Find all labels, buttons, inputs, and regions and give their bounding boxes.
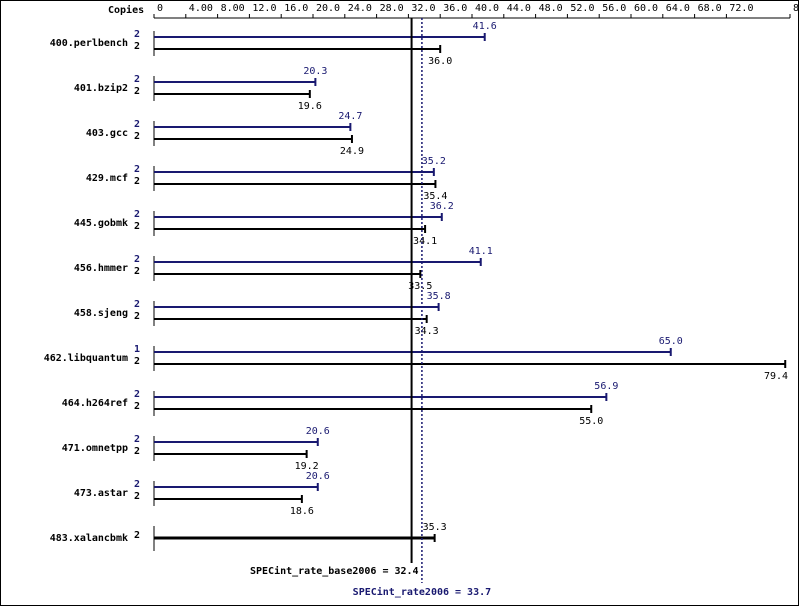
copies-label: 2: [134, 434, 140, 445]
copies-label: 2: [134, 221, 140, 232]
x-tick-label: 68.0: [698, 3, 722, 14]
value-label: 56.9: [594, 381, 618, 392]
x-tick-label: 20.0: [316, 3, 340, 14]
copies-label: 2: [134, 131, 140, 142]
category-label: 401.bzip2: [74, 82, 128, 94]
copies-header: Copies: [108, 4, 144, 16]
copies-label: 2: [134, 209, 140, 220]
reference-label: SPECint_rate_base2006 = 32.4: [250, 565, 419, 577]
copies-label: 2: [134, 176, 140, 187]
category-label: 473.astar: [74, 488, 128, 499]
category-label: 403.gcc: [86, 128, 128, 139]
x-tick-label: 8.00: [221, 3, 245, 14]
value-label: 24.7: [338, 111, 362, 122]
copies-label: 2: [134, 299, 140, 310]
value-label: 24.9: [340, 146, 364, 157]
value-label: 79.4: [764, 371, 788, 382]
category-label: 458.sjeng: [74, 307, 128, 319]
value-label: 65.0: [659, 336, 683, 347]
x-tick-label: 60.0: [634, 3, 658, 14]
x-tick-label: 56.0: [602, 3, 626, 14]
copies-label: 2: [134, 530, 140, 541]
x-tick-label: 24.0: [348, 3, 372, 14]
value-label: 35.3: [423, 522, 447, 533]
copies-label: 2: [134, 446, 140, 457]
category-label: 464.h264ref: [62, 398, 128, 409]
x-tick-label: 32.0: [411, 3, 435, 14]
copies-label: 2: [134, 389, 140, 400]
x-tick-label: 12.0: [252, 3, 276, 14]
copies-label: 2: [134, 29, 140, 40]
value-label: 41.1: [469, 246, 493, 257]
copies-label: 2: [134, 41, 140, 52]
copies-label: 2: [134, 401, 140, 412]
x-tick-label: 52.0: [570, 3, 594, 14]
x-tick-label: 4.00: [189, 3, 213, 14]
x-tick-label: 44.0: [507, 3, 531, 14]
value-label: 20.6: [306, 426, 330, 437]
value-label: 34.3: [415, 326, 439, 337]
value-label: 35.8: [427, 291, 451, 302]
copies-label: 2: [134, 356, 140, 367]
copies-label: 2: [134, 119, 140, 130]
value-label: 41.6: [473, 21, 497, 32]
copies-label: 2: [134, 479, 140, 490]
category-label: 462.libquantum: [44, 352, 128, 364]
value-label: 36.0: [428, 56, 452, 67]
x-tick-label: 16.0: [284, 3, 308, 14]
value-label: 20.6: [306, 471, 330, 482]
copies-label: 2: [134, 254, 140, 265]
value-label: 18.6: [290, 506, 314, 517]
value-label: 20.3: [303, 66, 327, 77]
copies-label: 1: [134, 344, 140, 355]
category-label: 483.xalancbmk: [50, 533, 128, 544]
category-label: 429.mcf: [86, 173, 128, 184]
category-label: 456.hmmer: [74, 263, 128, 274]
x-tick-label: 64.0: [666, 3, 690, 14]
x-tick-label: 36.0: [443, 3, 467, 14]
x-tick-label: 40.0: [475, 3, 499, 14]
copies-label: 2: [134, 311, 140, 322]
x-tick-label: 72.0: [729, 3, 753, 14]
value-label: 19.2: [295, 461, 319, 472]
value-label: 35.2: [422, 156, 446, 167]
category-label: 445.gobmk: [74, 218, 128, 229]
value-label: 33.5: [408, 281, 432, 292]
copies-label: 2: [134, 491, 140, 502]
copies-label: 2: [134, 86, 140, 97]
value-label: 19.6: [298, 101, 322, 112]
value-label: 35.4: [423, 191, 447, 202]
value-label: 34.1: [413, 236, 437, 247]
x-tick-label: 48.0: [539, 3, 563, 14]
x-tick-label: 0: [157, 3, 163, 14]
x-tick-label: 80.0: [793, 3, 799, 14]
reference-label: SPECint_rate2006 = 33.7: [353, 586, 491, 598]
copies-label: 2: [134, 164, 140, 175]
value-label: 55.0: [579, 416, 603, 427]
category-label: 400.perlbench: [50, 38, 128, 49]
x-tick-label: 28.0: [380, 3, 404, 14]
copies-label: 2: [134, 74, 140, 85]
category-label: 471.omnetpp: [62, 443, 128, 454]
copies-label: 2: [134, 266, 140, 277]
value-label: 36.2: [430, 201, 454, 212]
